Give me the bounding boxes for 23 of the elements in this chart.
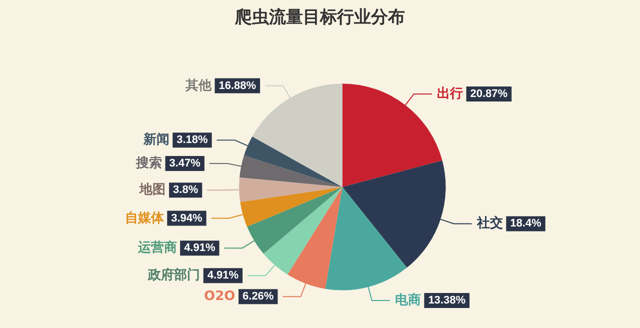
slice-label: O2O	[204, 289, 236, 304]
slice-label: 出行	[436, 86, 463, 102]
chart-title: 爬虫流量目标行业分布	[234, 8, 405, 28]
slice-label: 政府部门	[147, 267, 200, 284]
data-label: 18.4%	[510, 218, 542, 230]
slice-label: 搜索	[134, 154, 162, 171]
legend-label: 社交	[476, 215, 503, 232]
data-label: 16.88%	[218, 80, 256, 92]
slice-label: 地图	[138, 182, 166, 198]
slice-label: 自媒体	[124, 210, 165, 226]
slice-label: 运营商	[136, 240, 177, 256]
data-label: 20.87%	[470, 88, 508, 100]
data-label: 3.94%	[171, 212, 203, 224]
data-label: 3.8%	[173, 184, 198, 196]
slice-label: 其他	[184, 78, 212, 94]
data-label: 3.47%	[169, 157, 201, 170]
slice-label: 新闻	[142, 132, 170, 148]
data-label: 13.38%	[428, 294, 466, 307]
data-label: 3.18%	[176, 134, 208, 146]
data-label: 6.26%	[242, 290, 274, 303]
data-label: 4.91%	[207, 270, 239, 282]
slice-label: 电商	[394, 292, 421, 308]
data-label: 4.91%	[184, 242, 216, 254]
